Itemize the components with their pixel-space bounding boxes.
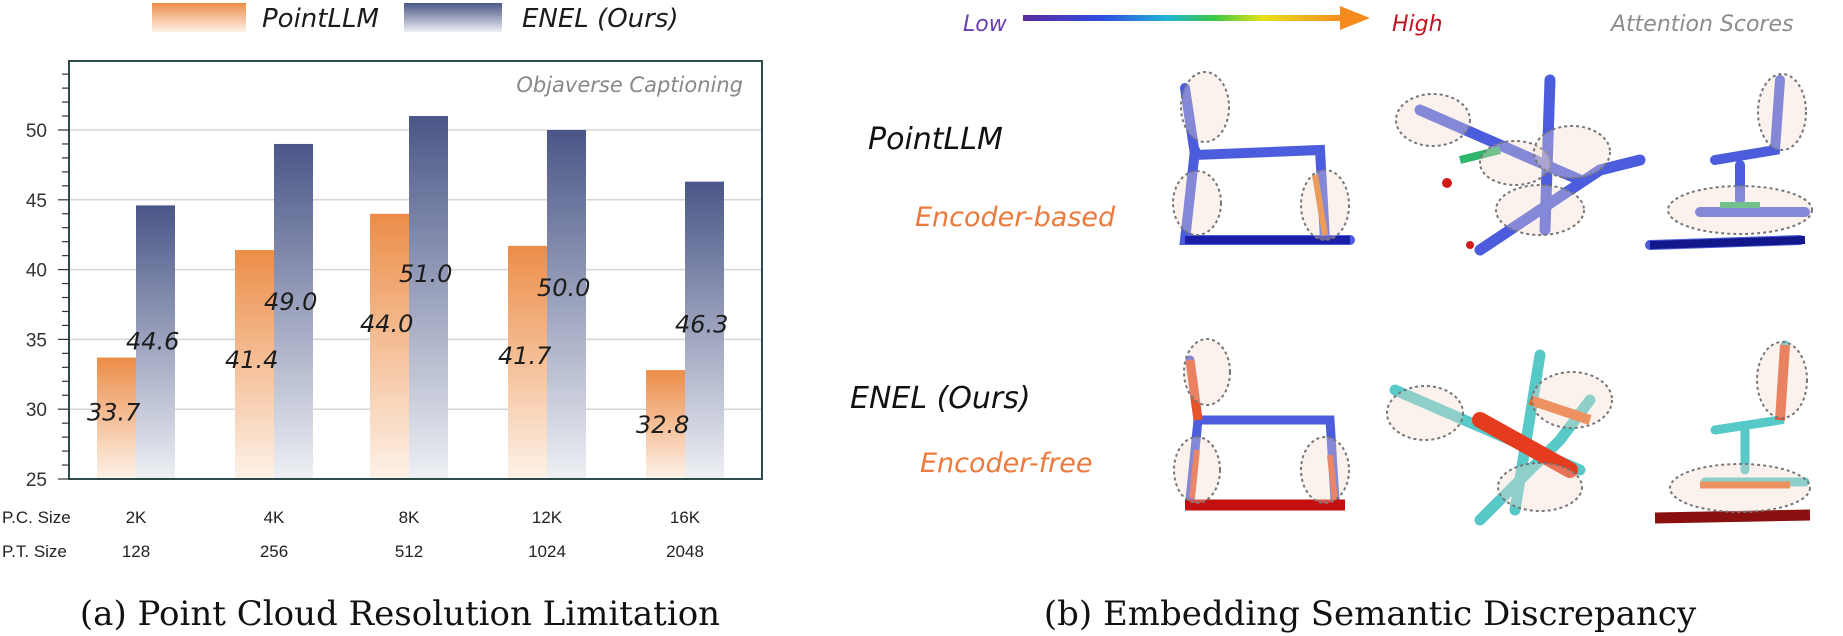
attention-scale: Low High Attention Scores: [963, 6, 1793, 37]
bar-enel: [274, 143, 313, 479]
row2-label: ENEL (Ours): [850, 381, 1031, 416]
category-pt-size: 1024: [528, 542, 566, 561]
data-label-pointllm: 41.7: [498, 342, 552, 370]
legend: PointLLM ENEL (Ours): [152, 3, 679, 34]
category-pt-size: 2048: [666, 542, 704, 561]
scale-low-label: Low: [963, 12, 1008, 37]
legend-swatch-pointllm: [152, 3, 246, 32]
category-pc-size: 12K: [532, 508, 563, 527]
bar-chart: 25 30 35 40 45 50 33.7 44.6 41.4 49.0 44.0 51.0 41.…: [26, 60, 763, 491]
caption-a: (a) Point Cloud Resolution Limitation: [80, 594, 720, 634]
y-tick-label: 35: [26, 330, 47, 351]
scale-arrow-head: [1340, 6, 1370, 30]
bar-pointllm: [508, 245, 547, 479]
bar-enel: [409, 116, 448, 479]
bar-pointllm: [97, 357, 136, 479]
y-tick-label: 40: [26, 261, 47, 282]
data-label-enel: 46.3: [675, 311, 728, 339]
data-label-pointllm: 41.4: [225, 346, 278, 374]
data-label-enel: 50.0: [537, 274, 590, 302]
pointcloud-airplane-1-encoder-free: [1386, 349, 1613, 526]
bar-enel: [547, 130, 586, 479]
category-pc-size: 4K: [264, 508, 285, 527]
pointcloud-chair-2-encoder-based: [1645, 73, 1813, 250]
legend-label-pointllm: PointLLM: [262, 4, 379, 34]
bar-pointllm: [646, 370, 685, 479]
legend-swatch-enel: [404, 3, 502, 32]
row2-sublabel: Encoder-free: [920, 448, 1092, 479]
category-table: P.C. Size P.T. Size 2K 128 4K 256 8K 512 12K 10…: [2, 508, 704, 561]
pointcloud-chair-2-encoder-free: [1654, 340, 1811, 524]
data-label-enel: 51.0: [399, 260, 452, 288]
category-pt-size: 128: [122, 542, 150, 561]
y-tick-label: 45: [26, 191, 47, 212]
bars: [97, 116, 724, 480]
bar-enel: [685, 181, 724, 480]
caption-b: (b) Embedding Semantic Discrepancy: [1044, 594, 1697, 634]
data-labels: 33.7 44.6 41.4 49.0 44.0 51.0 41.7 50.0 32.8 46.3: [87, 260, 728, 439]
category-pt-size: 256: [260, 542, 288, 561]
scale-title: Attention Scores: [1609, 12, 1793, 37]
data-label-enel: 44.6: [126, 327, 179, 355]
data-label-pointllm: 32.8: [636, 411, 689, 439]
pointcloud-airplane-1-encoder-based: [1395, 74, 1646, 256]
category-pc-size: 16K: [670, 508, 701, 527]
data-label-enel: 49.0: [264, 288, 317, 316]
data-label-pointllm: 44.0: [360, 310, 413, 338]
y-tick-label: 30: [26, 400, 47, 421]
bar-enel: [136, 205, 175, 479]
category-pc-size: 8K: [399, 508, 420, 527]
legend-label-enel: ENEL (Ours): [522, 4, 679, 34]
data-label-pointllm: 33.7: [87, 399, 141, 427]
row-label-pc-size: P.C. Size: [2, 508, 71, 527]
y-ticks: 25 30 35 40 45 50: [26, 73, 69, 491]
pointcloud-chair-1-encoder-free: [1173, 338, 1350, 511]
row-label-pt-size: P.T. Size: [2, 542, 67, 561]
category-pc-size: 2K: [126, 508, 147, 527]
chart-annotation: Objaverse Captioning: [516, 73, 743, 97]
row1-label: PointLLM: [868, 122, 1003, 157]
row1-sublabel: Encoder-based: [915, 202, 1116, 233]
scale-high-label: High: [1392, 12, 1443, 37]
category-pt-size: 512: [395, 542, 423, 561]
bar-pointllm: [370, 213, 409, 479]
y-tick-label: 25: [26, 470, 47, 491]
pointcloud-chair-1-encoder-based: [1172, 71, 1355, 245]
bar-pointllm: [235, 250, 274, 479]
y-tick-label: 50: [26, 121, 47, 142]
scale-gradient-bar: [1023, 15, 1343, 21]
